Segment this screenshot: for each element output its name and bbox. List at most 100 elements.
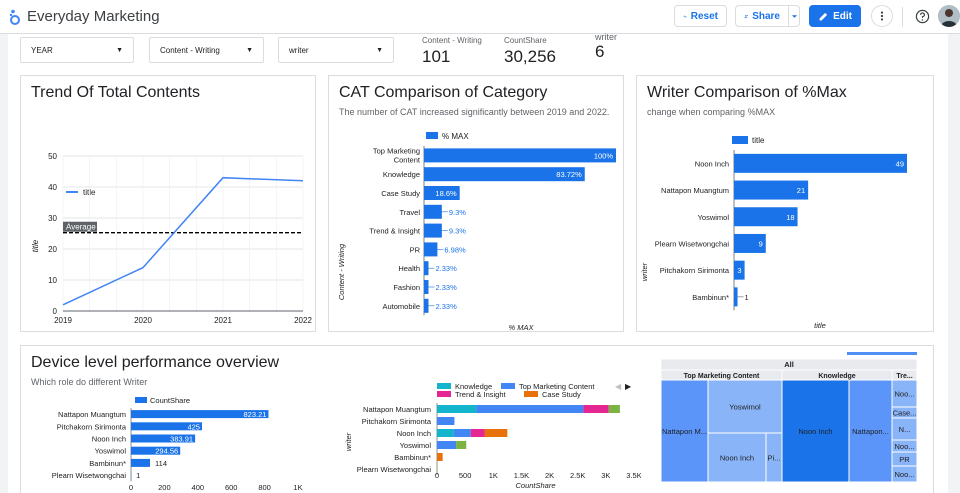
reset-button[interactable]: Reset — [674, 5, 727, 27]
cat-card[interactable]: CAT Comparison of Category The number of… — [328, 75, 624, 332]
data-label: 3 — [737, 266, 741, 275]
writer-bar — [734, 180, 809, 200]
writer-filter-control[interactable]: writer ▼ — [278, 37, 394, 63]
edit-button[interactable]: Edit — [809, 5, 861, 27]
x-tick-label: 2K — [545, 471, 554, 480]
add-person-icon — [744, 14, 748, 18]
countshare-bar — [131, 422, 202, 431]
writer-label: Plearn Wisetwongchai — [655, 239, 730, 248]
data-label: 9.3% — [449, 227, 466, 236]
card-title: CAT Comparison of Category — [339, 84, 548, 101]
cat-bar — [424, 204, 442, 219]
data-label: 1 — [136, 471, 140, 480]
scorecard-writer: writer 6 — [595, 32, 617, 62]
writer-bar — [734, 287, 738, 307]
category-label: Top Marketing — [373, 146, 420, 155]
treemap-cell-label: Noo... — [894, 442, 914, 451]
stacked-bar-segment — [437, 429, 454, 437]
report-canvas: YEAR ▼ Content - Writing ▼ writer ▼ Content… — [8, 32, 948, 493]
legend-swatch — [426, 132, 438, 139]
x-tick-label: 2022 — [294, 316, 312, 325]
y-tick-label: 10 — [48, 276, 57, 285]
dropdown-arrow-icon: ▼ — [246, 46, 253, 54]
card-title: Writer Comparison of %Max — [647, 84, 847, 101]
card-subtitle: Which role do different Writer — [31, 377, 148, 387]
countshare-bar — [131, 410, 269, 419]
scorecard-countshare: CountShare 30,256 — [504, 36, 556, 67]
writer-label: Nattapon Muangtum — [363, 405, 431, 414]
data-label: 18.6% — [435, 189, 457, 198]
user-avatar[interactable] — [938, 5, 960, 27]
category-label: Automobile — [382, 302, 420, 311]
x-axis-title: CountShare — [515, 481, 555, 490]
treemap-cell-label: N... — [899, 425, 911, 434]
writer-card[interactable]: Writer Comparison of %Max change when co… — [636, 75, 934, 332]
device-card[interactable]: Device level performance overview Which … — [20, 345, 934, 493]
legend-swatch — [437, 383, 451, 389]
countshare-bar-chart[interactable]: CountShare Nattapon Muangtum 823.21 Pitchak… — [21, 394, 311, 493]
more-options-button[interactable] — [871, 5, 893, 27]
data-label: 83.72% — [556, 170, 582, 179]
x-axis-title: title — [814, 321, 826, 330]
treemap-cell-label: Noon Inch — [720, 454, 754, 463]
stacked-bar-segment — [437, 417, 455, 425]
treemap-cell — [661, 379, 709, 482]
category-treemap[interactable]: All Top Marketing Content Knowledge Tre... N… — [661, 352, 917, 482]
stacked-category-bar-chart[interactable]: Knowledge Top Marketing Content Trend & In… — [321, 382, 641, 493]
legend-swatch — [524, 391, 538, 397]
treemap-cell — [848, 379, 893, 482]
help-icon — [915, 9, 929, 23]
share-dropdown-button[interactable] — [788, 5, 800, 27]
writer-bar-chart[interactable]: title Noon Inch 49 Nattapon Muangtum 21 Yoswi… — [637, 122, 933, 332]
share-button[interactable]: Share — [735, 5, 789, 27]
countshare-bar — [131, 446, 181, 455]
canvas-scrollbar[interactable] — [948, 34, 960, 493]
x-tick-label: 1K — [293, 483, 302, 492]
data-label: 2.33% — [435, 283, 457, 292]
writer-bar — [734, 233, 766, 253]
header-divider — [902, 7, 903, 27]
content-filter-control[interactable]: Content - Writing ▼ — [149, 37, 264, 63]
report-title[interactable]: Everyday Marketing — [27, 8, 160, 25]
scorecard-value: 101 — [422, 47, 451, 66]
help-button[interactable] — [911, 5, 933, 27]
data-label: 823.21 — [244, 410, 267, 419]
scorecard-label: CountShare — [504, 36, 547, 45]
reset-label: Reset — [690, 10, 718, 22]
app-header: Everyday Marketing Reset Share Edit — [0, 0, 960, 34]
legend-swatch — [135, 397, 147, 403]
data-label: 1 — [745, 293, 749, 302]
year-filter-control[interactable]: YEAR ▼ — [20, 37, 134, 63]
x-tick-label: 3.5K — [626, 471, 641, 480]
data-label: 114 — [155, 459, 167, 468]
x-tick-label: 600 — [225, 483, 238, 492]
average-label-bg — [63, 221, 97, 232]
edit-label: Edit — [833, 10, 852, 22]
writer-label: Plearn Wisetwongchai — [357, 465, 432, 474]
treemap-cell-label: PR — [899, 455, 910, 464]
x-tick-label: 800 — [258, 483, 271, 492]
scorecard-value: 30,256 — [504, 47, 556, 66]
x-tick-label: 500 — [459, 471, 472, 480]
treemap-cell-label: Noo... — [894, 470, 914, 479]
stacked-bar-segment — [583, 405, 609, 413]
legend-next-page-icon: ▶ — [625, 382, 632, 391]
year-filter-label: YEAR — [31, 45, 53, 55]
stacked-bar-segment — [456, 441, 467, 449]
x-tick-label: 200 — [158, 483, 171, 492]
y-tick-label: 30 — [48, 214, 57, 223]
data-label: 9 — [759, 239, 763, 248]
data-label: 2.33% — [435, 264, 457, 273]
looker-studio-logo-icon — [9, 9, 20, 25]
data-label: 18 — [786, 213, 794, 222]
treemap-cell-label: Yoswimol — [729, 403, 761, 412]
trend-card[interactable]: Trend Of Total Contents title 0 10 20 30 40 50… — [20, 75, 316, 332]
x-tick-label: 0 — [129, 483, 133, 492]
x-tick-label: 3K — [601, 471, 610, 480]
color-scale-bar — [847, 352, 917, 355]
trend-line-chart[interactable]: title010203040502019202020212022AverageY… — [21, 106, 315, 331]
stacked-bar-segment — [470, 429, 485, 437]
stacked-bar-segment — [453, 429, 471, 437]
stacked-bar-segment — [437, 441, 457, 449]
